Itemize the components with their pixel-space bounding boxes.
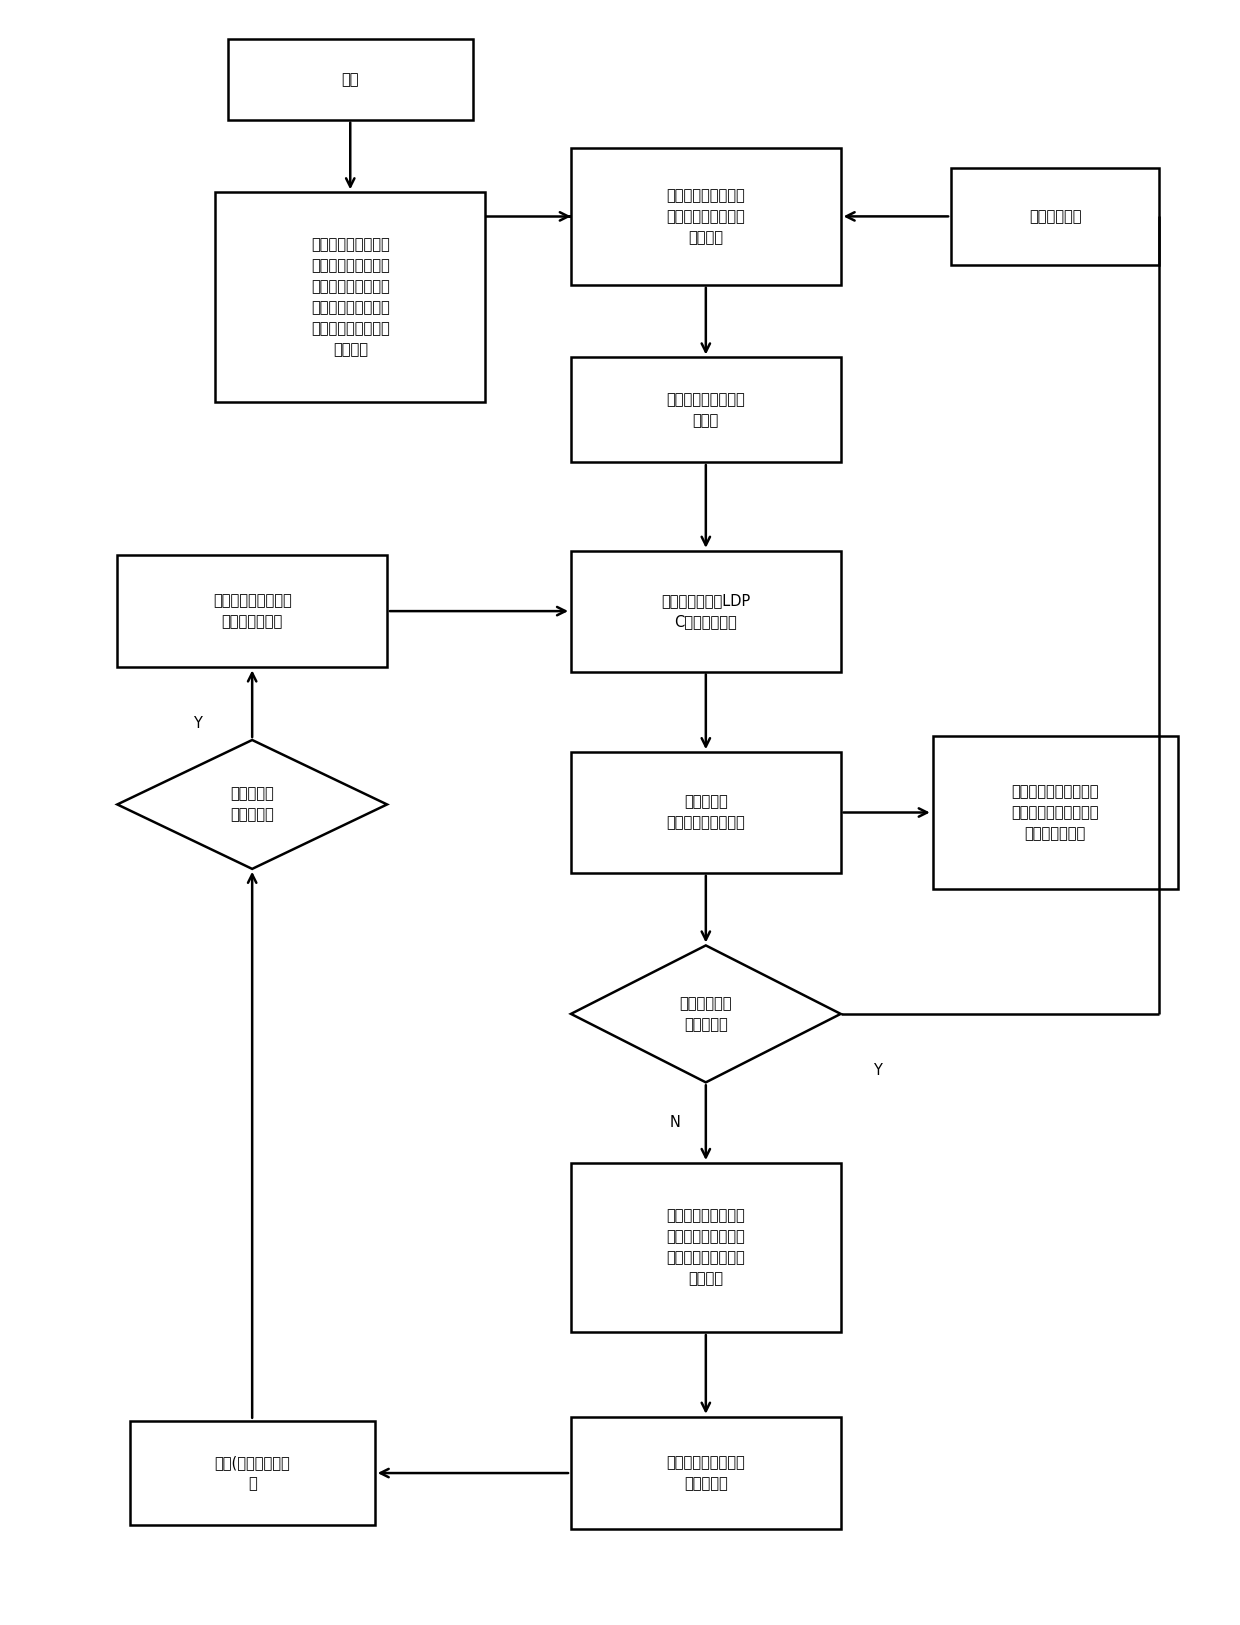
Text: Y: Y [873, 1063, 882, 1077]
Text: 配置种群个体数与迭
代次数: 配置种群个体数与迭 代次数 [666, 392, 745, 427]
Text: 对每个个体进行码率
检查与修正: 对每个个体进行码率 检查与修正 [666, 1454, 745, 1492]
Bar [216, 192, 485, 401]
Text: 所有种群迭
代次数溢出: 所有种群迭 代次数溢出 [231, 786, 274, 822]
Bar [118, 554, 387, 668]
Text: 开始: 开始 [341, 72, 360, 88]
Text: 对个体进行
非对称密度进化评估: 对个体进行 非对称密度进化评估 [666, 795, 745, 830]
Bar [228, 39, 472, 120]
Bar [570, 752, 841, 873]
Text: 记录(刷新）整个种
群: 记录(刷新）整个种 群 [215, 1454, 290, 1492]
Polygon shape [570, 946, 841, 1082]
Text: 任意个体性能
超过设定值: 任意个体性能 超过设定值 [680, 996, 732, 1032]
Text: 降低信道质量: 降低信道质量 [1029, 210, 1081, 224]
Text: 配置信道参数，计算
初始变量消息空间的
密度分布: 配置信道参数，计算 初始变量消息空间的 密度分布 [666, 188, 745, 245]
Text: Y: Y [192, 717, 201, 731]
Bar [570, 1417, 841, 1529]
Bar [932, 736, 1178, 889]
Bar [570, 358, 841, 461]
Text: 读取（或生成）LDP
C码度分布个体: 读取（或生成）LDP C码度分布个体 [661, 593, 750, 629]
Bar [129, 1420, 374, 1526]
Bar [951, 167, 1159, 265]
Text: 随机插入当前所有种
群中的最佳个体: 随机插入当前所有种 群中的最佳个体 [213, 593, 291, 629]
Text: 记录当前已获得的最佳
个体，满足用户期望则
退出，否则继续: 记录当前已获得的最佳 个体，满足用户期望则 退出，否则继续 [1012, 783, 1099, 842]
Bar [570, 148, 841, 284]
Bar [570, 551, 841, 671]
Text: N: N [670, 1115, 681, 1129]
Text: 分别用遗传进化、差
分进化、粒子群进化
、模拟退火算法分组
更新个体: 分别用遗传进化、差 分进化、粒子群进化 、模拟退火算法分组 更新个体 [666, 1209, 745, 1287]
Polygon shape [118, 739, 387, 869]
Text: 设置遗传进化、差分
进化、粒子群进化、
模拟退火算法参数，
配置非对称密度进化
参数以及码率误差、
性能目标: 设置遗传进化、差分 进化、粒子群进化、 模拟退火算法参数， 配置非对称密度进化 … [311, 237, 389, 358]
Bar [570, 1164, 841, 1332]
